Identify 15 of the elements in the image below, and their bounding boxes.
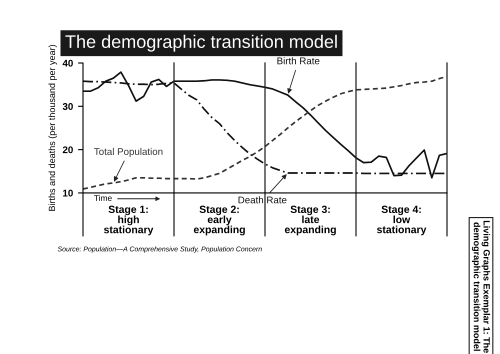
text: Time	[94, 194, 112, 202]
y-tick-label: 20	[62, 146, 73, 154]
x-tick-label: Stage 3: late expanding	[284, 206, 336, 236]
x-tick-label: Stage 1: high stationary	[104, 206, 154, 236]
text: Total Population	[94, 148, 162, 157]
text: Living Graphs Exemplar 1: The demographic transition model	[472, 220, 490, 353]
y-tick-label: 40	[62, 60, 73, 67]
x-tick-label: Stage 2: early expanding	[194, 206, 245, 236]
x-tick-label: Stage 4: low stationary	[376, 206, 426, 236]
text: Birth Rate	[277, 57, 320, 64]
y-tick-label: 30	[62, 103, 73, 110]
y-axis-title: Births and deaths (per thousand per year)	[48, 44, 57, 211]
chart-title: The demographic transition model	[65, 34, 337, 52]
y-tick-label: 10	[63, 190, 73, 197]
text: Death Rate	[238, 196, 286, 204]
